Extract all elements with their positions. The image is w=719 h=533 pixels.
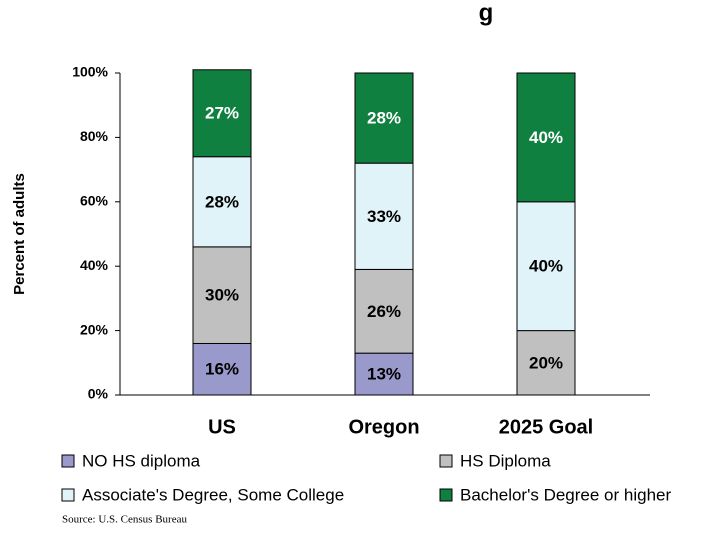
legend-swatch — [439, 488, 453, 502]
bar-segment — [192, 246, 252, 344]
x-tick-label: US — [208, 416, 236, 438]
y-tick-label: 80% — [80, 128, 109, 144]
bar-segment — [354, 162, 414, 270]
bar-segment — [192, 156, 252, 248]
y-tick-label: 20% — [80, 321, 109, 337]
y-tick-label: 100% — [72, 64, 108, 80]
x-tick-label: Oregon — [348, 416, 419, 438]
y-tick-label: 0% — [88, 386, 109, 402]
bar-segment — [516, 201, 576, 332]
data-label: 30% — [205, 286, 239, 305]
legend-swatch — [439, 454, 453, 468]
legend-swatch — [61, 488, 75, 502]
legend-swatch — [61, 454, 75, 468]
data-label: 40% — [529, 257, 563, 276]
data-label: 28% — [205, 192, 239, 211]
data-label: 27% — [205, 104, 239, 123]
legend-label: Associate's Degree, Some College — [82, 485, 344, 504]
data-label: 26% — [367, 302, 401, 321]
data-label: 16% — [205, 360, 239, 379]
bar-segment — [354, 72, 414, 164]
legend-label: HS Diploma — [460, 451, 551, 470]
chart-title: g — [479, 0, 494, 26]
data-label: 40% — [529, 128, 563, 147]
data-label: 20% — [529, 353, 563, 372]
bar-segment — [516, 72, 576, 203]
x-tick-label: 2025 Goal — [499, 416, 594, 438]
y-axis-label: Percent of adults — [11, 173, 28, 295]
legend-label: NO HS diploma — [82, 451, 201, 470]
data-label: 13% — [367, 365, 401, 384]
data-label: 28% — [367, 109, 401, 128]
bar-segment — [192, 69, 252, 158]
bar-segment — [354, 268, 414, 354]
legend-label: Bachelor's Degree or higher — [460, 485, 671, 504]
y-tick-label: 40% — [80, 257, 109, 273]
source: Source: U.S. Census Bureau — [62, 514, 187, 526]
data-label: 33% — [367, 207, 401, 226]
y-tick-label: 60% — [80, 193, 109, 209]
bar-segment — [354, 352, 414, 396]
